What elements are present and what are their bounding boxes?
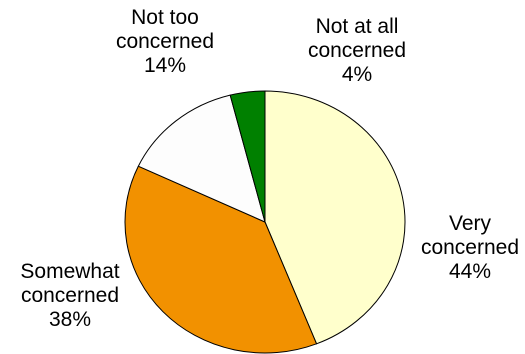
- slice-name-line: concerned: [21, 284, 119, 307]
- slice-value-label: 44%: [449, 260, 491, 283]
- slice-label-not-too-concerned: Not too concerned 14%: [116, 6, 214, 77]
- slice-value-label: 4%: [342, 63, 372, 86]
- slice-label-somewhat-concerned: Somewhat concerned 38%: [20, 260, 119, 331]
- slice-name-line: Not at all: [316, 15, 399, 38]
- slice-name-line: concerned: [421, 236, 519, 259]
- slice-value-label: 14%: [144, 54, 186, 77]
- slice-value-label: 38%: [49, 308, 91, 331]
- slice-label-not-at-all-concerned: Not at all concerned 4%: [308, 15, 406, 86]
- slice-name-line: concerned: [116, 30, 214, 53]
- slice-name-line: Very: [449, 212, 492, 235]
- pie-slices: [125, 91, 405, 353]
- slice-name-line: Somewhat: [20, 260, 119, 283]
- slice-name-line: Not too: [131, 6, 199, 29]
- slice-name-line: concerned: [308, 39, 406, 62]
- slice-label-very-concerned: Very concerned 44%: [421, 212, 519, 283]
